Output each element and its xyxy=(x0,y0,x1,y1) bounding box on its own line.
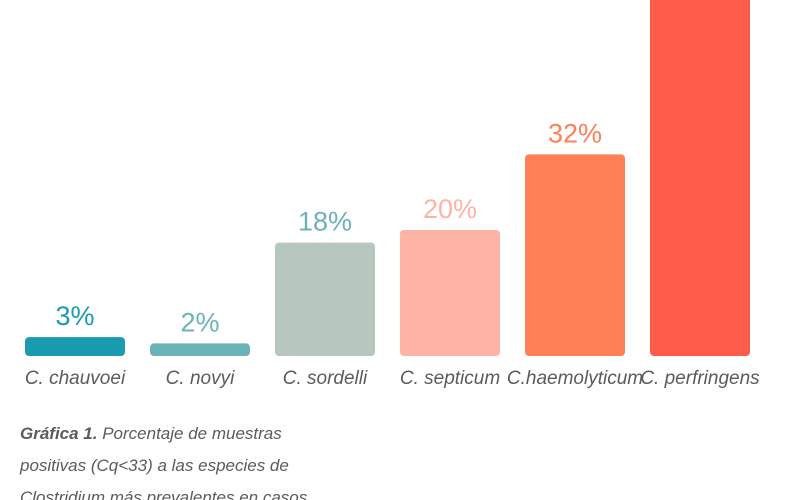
category-label-6: C. perfringens xyxy=(640,368,760,389)
value-label-4: 20% xyxy=(423,194,477,224)
caption-title: Gráfica 1. xyxy=(20,424,98,443)
value-label-1: 3% xyxy=(55,301,94,331)
category-label-3: C. sordelli xyxy=(283,368,368,389)
category-label-1: C. chauvoei xyxy=(25,368,126,389)
category-label-4: C. septicum xyxy=(400,368,500,389)
bar-5 xyxy=(525,154,625,356)
value-label-2: 2% xyxy=(180,307,219,337)
bar-2 xyxy=(150,343,250,356)
bar-4 xyxy=(400,230,500,356)
bar-6 xyxy=(650,0,750,356)
bar-1 xyxy=(25,337,125,356)
value-label-5: 32% xyxy=(548,118,602,148)
value-label-3: 18% xyxy=(298,207,352,237)
category-label-5: C.haemolyticum xyxy=(507,368,643,389)
bar-3 xyxy=(275,242,375,356)
category-label-2: C. novyi xyxy=(166,368,235,389)
figure-caption: Gráfica 1. Porcentaje de muestras positi… xyxy=(20,418,320,500)
caption-text: Porcentaje de muestras positivas (Cq<33)… xyxy=(20,424,308,500)
